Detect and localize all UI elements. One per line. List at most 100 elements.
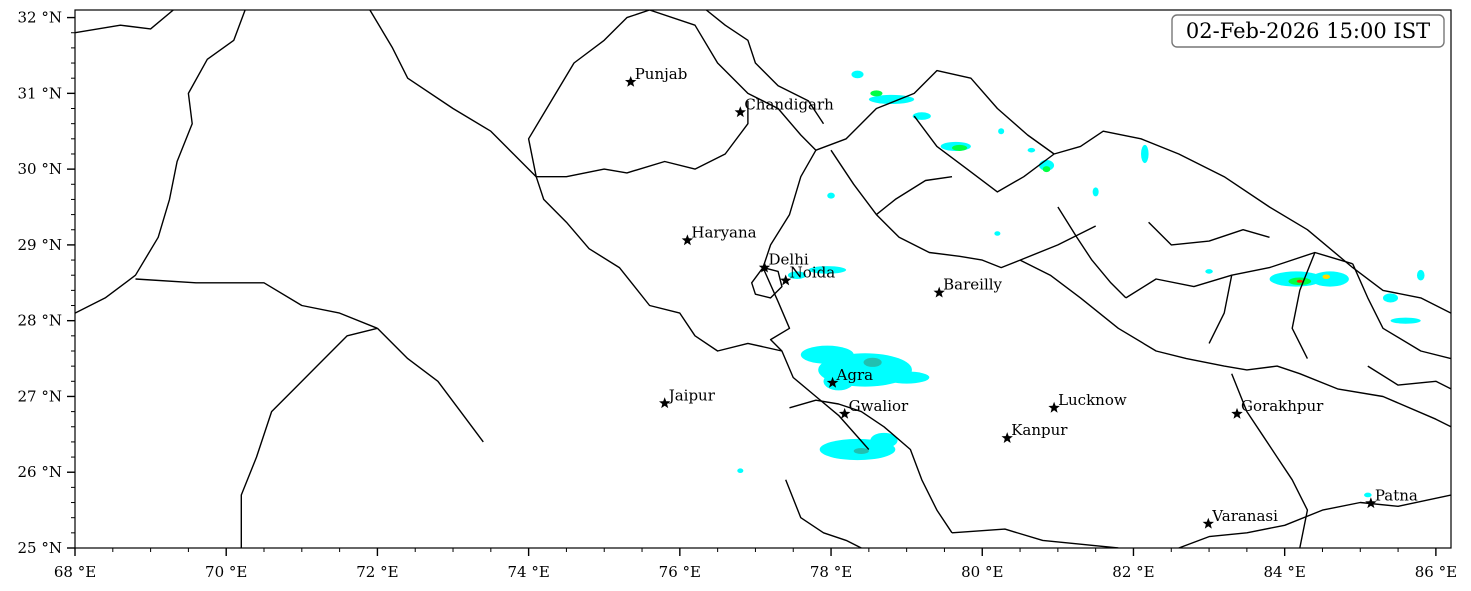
city-marker-gorakhpur <box>1231 407 1243 419</box>
rain-cell-9 <box>787 271 807 279</box>
boundary-line-16 <box>535 176 783 352</box>
city-label-agra: Agra <box>836 366 874 384</box>
rain-cell-18 <box>1042 166 1051 173</box>
rain-cell-22 <box>1092 187 1099 197</box>
city-marker-chandigarh <box>734 106 746 118</box>
city-label-delhi: Delhi <box>769 251 809 269</box>
lon-tick-label: 68 °E <box>54 563 96 581</box>
lon-tick-label: 84 °E <box>1264 563 1306 581</box>
rain-cell-11 <box>868 94 915 104</box>
city-marker-haryana <box>681 234 694 246</box>
rain-cell-1 <box>800 345 854 364</box>
lon-tick-label: 78 °E <box>810 563 852 581</box>
boundary-line-4 <box>376 327 484 443</box>
boundary-line-9 <box>705 10 825 125</box>
boundary-line-10 <box>762 149 817 268</box>
lat-tick-label: 31 °N <box>18 84 62 102</box>
boundary-line-18 <box>789 399 953 534</box>
boundary-line-1 <box>75 10 246 314</box>
boundary-line-28 <box>1352 263 1451 360</box>
city-label-jaipur: Jaipur <box>667 386 716 404</box>
city-label-gorakhpur: Gorakhpur <box>1241 397 1324 415</box>
rain-cell-6 <box>870 432 898 448</box>
lon-tick-label: 76 °E <box>659 563 701 581</box>
city-label-punjab: Punjab <box>635 65 688 83</box>
rainfall-layer <box>737 70 1425 498</box>
rain-cell-7 <box>853 447 869 455</box>
rain-cell-13 <box>851 70 864 79</box>
city-label-patna: Patna <box>1375 486 1418 504</box>
rain-cell-19 <box>1027 147 1036 153</box>
rain-cell-31 <box>1416 269 1425 281</box>
city-label-haryana: Haryana <box>691 223 756 241</box>
lat-tick-label: 25 °N <box>18 539 62 557</box>
rain-cell-8 <box>808 266 847 274</box>
boundary-line-3 <box>240 327 378 548</box>
boundary-line-23 <box>1057 206 1127 299</box>
rain-cell-23 <box>827 192 835 199</box>
boundary-line-2 <box>135 278 378 329</box>
boundaries-layer <box>75 10 1451 548</box>
lat-tick-label: 27 °N <box>18 387 62 405</box>
city-marker-patna <box>1365 497 1377 509</box>
boundary-line-22 <box>1231 373 1309 548</box>
timestamp-label: 02-Feb-2026 15:00 IST <box>1186 19 1430 43</box>
rain-cell-20 <box>998 128 1005 135</box>
boundary-line-21 <box>1178 494 1451 548</box>
boundary-line-29 <box>1367 365 1451 390</box>
lon-tick-label: 70 °E <box>205 563 247 581</box>
timestamp-frame <box>1171 14 1445 48</box>
boundary-line-31 <box>913 115 1055 193</box>
boundary-line-12 <box>830 149 1021 269</box>
timestamp-box: 02-Feb-2026 15:00 IST <box>1171 14 1445 48</box>
boundary-line-0 <box>75 10 174 34</box>
rain-cell-2 <box>883 371 930 384</box>
lat-tick-label: 28 °N <box>18 312 62 330</box>
lat-tick-label: 30 °N <box>18 160 62 178</box>
rain-cell-27 <box>1311 271 1349 287</box>
boundary-line-7 <box>527 10 650 177</box>
boundary-line-19 <box>785 479 862 548</box>
boundary-line-26 <box>1208 275 1233 344</box>
boundary-line-14 <box>1019 259 1451 428</box>
city-marker-punjab <box>625 76 637 87</box>
boundary-line-11 <box>815 69 1055 155</box>
city-marker-varanasi <box>1202 517 1214 529</box>
rain-cell-32 <box>1364 492 1372 498</box>
boundary-line-6 <box>536 100 749 178</box>
rain-cell-21 <box>1141 144 1149 164</box>
city-marker-bareilly <box>933 286 945 298</box>
city-label-kanpur: Kanpur <box>1011 421 1068 439</box>
rain-cell-12 <box>870 90 883 97</box>
lon-tick-label: 72 °E <box>356 563 398 581</box>
lon-tick-label: 74 °E <box>507 563 549 581</box>
city-marker-gwalior <box>838 407 851 419</box>
city-marker-jaipur <box>659 397 671 409</box>
city-marker-agra <box>826 376 839 388</box>
rain-cell-16 <box>952 144 968 151</box>
city-label-chandigarh: Chandigarh <box>744 95 834 113</box>
lat-tick-label: 26 °N <box>18 463 62 481</box>
boundary-line-13 <box>1053 130 1451 314</box>
city-label-varanasi: Varanasi <box>1211 507 1278 525</box>
lon-tick-label: 80 °E <box>961 563 1003 581</box>
boundary-line-30 <box>1019 225 1097 261</box>
rain-cell-26 <box>1296 279 1303 283</box>
boundary-line-27 <box>1291 252 1316 359</box>
rain-cell-29 <box>1382 293 1399 303</box>
rain-cell-33 <box>1205 269 1213 274</box>
lat-tick-label: 32 °N <box>18 9 62 27</box>
rain-cell-34 <box>994 231 1001 236</box>
city-label-noida: Noida <box>790 264 836 282</box>
boundary-line-5 <box>369 10 537 178</box>
rain-cell-10 <box>737 468 744 473</box>
city-label-lucknow: Lucknow <box>1058 391 1127 409</box>
plot-frame <box>74 9 1452 549</box>
boundary-line-20 <box>951 528 1119 548</box>
city-marker-noida <box>780 274 792 286</box>
city-marker-delhi <box>758 261 771 273</box>
city-marker-kanpur <box>1001 432 1013 443</box>
